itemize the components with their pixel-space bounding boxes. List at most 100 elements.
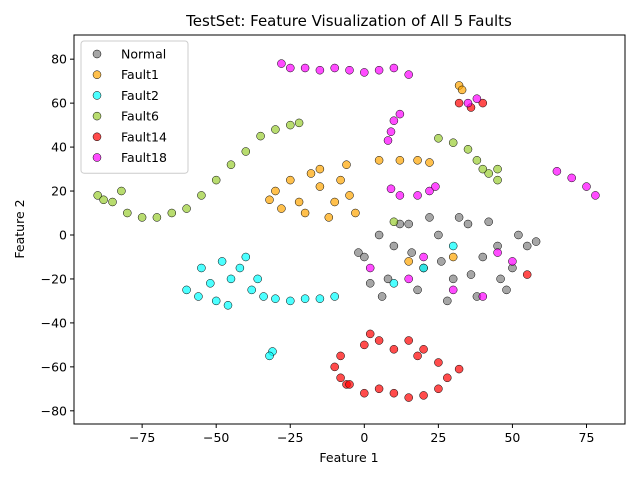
point-fault6-2 [123, 208, 132, 218]
point-fault6-8 [211, 175, 221, 185]
point-normal-11 [522, 241, 532, 251]
point-fault1-8 [336, 175, 345, 185]
x-axis-label: Feature 1 [319, 450, 378, 465]
point-normal-14 [443, 296, 452, 306]
point-fault14-20 [454, 98, 464, 108]
point-normal-12 [383, 274, 393, 284]
point-fault14-23 [454, 364, 464, 374]
legend-box [80, 40, 189, 174]
x-tick-label: −50 [203, 430, 229, 445]
legend-label: Fault2 [121, 88, 159, 103]
point-fault18-2 [300, 63, 310, 73]
point-fault18-20 [472, 94, 482, 103]
x-tick-label: −75 [129, 430, 155, 445]
legend-item-fault18: Fault18 [92, 150, 167, 165]
point-fault18-26 [419, 252, 428, 262]
point-fault2-2 [211, 296, 221, 306]
point-fault1-2 [300, 208, 310, 218]
point-fault14-5 [389, 345, 399, 354]
point-fault6-23 [493, 175, 502, 185]
point-normal-28 [496, 274, 505, 284]
legend: Normal Fault1 Fault2 Fault6 Fault14 Fault18 [80, 40, 189, 174]
point-fault18-8 [389, 63, 399, 73]
point-fault6-20 [472, 156, 482, 165]
point-fault6-13 [286, 120, 295, 130]
point-fault1-9 [294, 197, 304, 207]
points-layer [93, 59, 600, 402]
point-normal-27 [407, 248, 416, 257]
legend-label: Fault18 [121, 150, 167, 165]
point-normal-6 [448, 274, 458, 284]
point-fault6-14 [294, 118, 304, 128]
point-fault6-6 [182, 204, 191, 213]
point-fault2-19 [265, 351, 274, 361]
point-fault2-11 [194, 292, 203, 301]
point-fault14-7 [419, 345, 428, 354]
point-fault1-12 [265, 195, 274, 205]
point-fault18-10 [383, 136, 393, 145]
point-fault6-21 [478, 164, 488, 174]
point-fault6-3 [137, 213, 147, 222]
legend-marker [92, 70, 102, 79]
point-fault1-6 [277, 204, 286, 213]
point-fault14-22 [478, 98, 488, 108]
point-fault18-22 [567, 173, 576, 183]
legend-item-fault14: Fault14 [92, 129, 167, 144]
x-tick-label: 50 [504, 430, 520, 445]
point-fault2-7 [223, 301, 233, 310]
y-axis: −80 −60 −40 −20 0 20 40 60 80 [41, 52, 74, 418]
point-fault6-18 [448, 138, 458, 147]
point-fault1-22 [404, 257, 413, 266]
legend-item-fault6: Fault6 [92, 109, 159, 124]
point-fault18-30 [478, 292, 488, 301]
y-tick-label: −80 [41, 403, 67, 418]
point-fault14-10 [434, 384, 443, 394]
y-tick-label: −20 [41, 271, 67, 286]
point-normal-1 [374, 230, 384, 240]
point-fault18-23 [582, 182, 591, 191]
point-fault18-24 [591, 191, 600, 200]
x-tick-label: 75 [579, 430, 595, 445]
point-normal-7 [463, 219, 473, 229]
point-fault1-21 [448, 252, 458, 262]
point-fault2-21 [448, 241, 458, 251]
series-fault18 [277, 59, 600, 301]
point-fault14-14 [374, 384, 384, 394]
point-fault14-13 [389, 388, 399, 398]
legend-item-fault2: Fault2 [92, 88, 159, 103]
point-fault18-1 [286, 63, 295, 73]
point-normal-20 [484, 217, 493, 227]
x-tick-label: 25 [430, 430, 446, 445]
legend-marker [92, 91, 102, 100]
point-normal-8 [478, 252, 488, 262]
point-fault1-0 [271, 186, 280, 196]
point-fault6-1 [108, 197, 117, 207]
point-fault18-3 [315, 65, 325, 75]
legend-marker [92, 132, 102, 142]
point-fault14-17 [336, 373, 345, 383]
point-fault18-17 [425, 186, 434, 196]
point-fault14-15 [360, 388, 369, 398]
point-fault18-9 [404, 70, 413, 79]
point-fault18-5 [345, 65, 354, 75]
plot-frame [73, 34, 626, 425]
legend-marker [92, 49, 102, 59]
series-fault2 [182, 241, 458, 361]
x-axis: −75 −50 −25 0 25 50 75 [129, 424, 595, 445]
point-fault2-16 [315, 294, 325, 303]
point-fault2-6 [206, 279, 215, 288]
point-fault18-25 [365, 263, 375, 273]
point-fault6-17 [434, 134, 443, 143]
point-normal-5 [434, 230, 443, 240]
point-fault1-15 [374, 156, 384, 165]
point-fault1-20 [457, 85, 467, 95]
point-fault6-25 [389, 217, 399, 227]
point-fault18-31 [508, 257, 517, 266]
point-normal-18 [425, 213, 434, 222]
y-axis-label: Feature 2 [12, 199, 27, 258]
point-normal-0 [360, 252, 369, 262]
point-fault18-16 [413, 191, 422, 200]
legend-item-fault1: Fault1 [92, 67, 159, 82]
legend-label: Fault1 [121, 67, 159, 82]
point-fault2-9 [253, 274, 262, 284]
